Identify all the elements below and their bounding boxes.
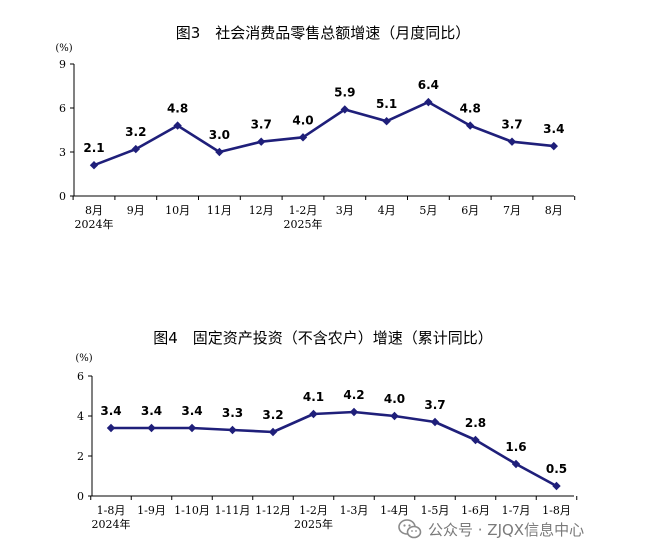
chart3-data-label: 4.8 — [460, 102, 481, 116]
chart3-x-tick-label: 8月 — [545, 204, 563, 217]
chart3-data-label: 4.8 — [167, 102, 188, 116]
chart3-data-point — [466, 121, 475, 130]
chart3-data-label: 3.0 — [209, 128, 230, 142]
chart4-y-tick-label: 6 — [77, 370, 84, 383]
chart3-data-label: 3.4 — [543, 122, 564, 136]
chart3-data-point — [340, 105, 349, 114]
chart4-data-point — [552, 481, 561, 491]
chart4-data-point — [268, 427, 278, 437]
chart4-data-label: 3.3 — [222, 406, 243, 420]
chart3-data-point — [89, 161, 99, 170]
chart3-data-point — [549, 141, 558, 151]
chart4-data-point — [187, 423, 197, 433]
chart3-x-tick-label: 6月 — [461, 204, 479, 217]
chart4-series-line — [111, 410, 558, 488]
chart4-data-point — [390, 411, 399, 421]
chart4-y-tick-label: 0 — [77, 490, 84, 503]
chart4-x-tick-label: 1-2月 — [299, 504, 328, 517]
chart4-data-label: 4.1 — [303, 390, 324, 404]
chart3-data-label: 5.9 — [334, 85, 355, 99]
chart4-title: 图4 固定资产投资（不含农户）增速（累计同比） — [153, 329, 493, 347]
chart3-x-tick-label: 8月 — [85, 204, 103, 217]
chart3-data-point — [507, 137, 517, 146]
chart4-data-point — [349, 407, 359, 417]
chart3-data-label: 4.0 — [292, 113, 313, 127]
chart3-y-tick-label: 9 — [59, 58, 66, 71]
chart3-y-unit-label: (%) — [55, 43, 72, 54]
chart4-x-tick-label: 1-9月 — [137, 504, 166, 517]
chart4-data-point — [228, 425, 237, 435]
chart3-x-tick-label: 9月 — [127, 204, 145, 217]
chart3-data-label: 3.7 — [251, 118, 272, 132]
chart3-data-label: 2.1 — [83, 141, 104, 155]
chart3-year-label: 2025年 — [284, 217, 323, 231]
chart3-x-tick-label: 4月 — [378, 204, 396, 217]
chart4-data-point — [511, 459, 521, 469]
chart4-data-label: 3.4 — [141, 404, 162, 418]
chart3-y-tick-label: 3 — [59, 146, 66, 159]
chart3-x-tick-label: 3月 — [336, 204, 354, 217]
chart4-y-tick-label: 2 — [77, 450, 84, 463]
chart3-y-tick-label: 0 — [59, 190, 66, 203]
chart4-x-tick-label: 1-3月 — [340, 504, 369, 517]
chart4-data-label: 3.2 — [262, 408, 283, 422]
chart3-data-label: 3.7 — [501, 118, 522, 132]
chart4-x-tick-label: 1-12月 — [255, 504, 291, 517]
chart3-data-label: 3.2 — [125, 125, 146, 139]
chart4-x-tick-label: 1-11月 — [215, 504, 251, 517]
chart4-data-point — [430, 417, 440, 427]
chart4-x-tick-label: 1-6月 — [461, 504, 490, 517]
chart3-x-tick-label: 1-2月 — [289, 204, 318, 217]
chart4-x-tick-label: 1-8月 — [97, 504, 126, 517]
chart3-x-tick-label: 12月 — [249, 204, 274, 217]
wechat-icon — [398, 519, 422, 539]
chart4-data-point — [147, 423, 156, 433]
chart3-data-point — [424, 97, 433, 107]
chart3-series-line — [93, 100, 554, 167]
chart3-data-label: 5.1 — [376, 97, 397, 111]
chart4-data-label: 1.6 — [505, 440, 526, 454]
chart4-x-tick-label: 1-4月 — [380, 504, 409, 517]
chart3-data-label: 6.4 — [418, 78, 439, 92]
chart3-data-point — [131, 144, 140, 154]
chart4-data-label: 4.0 — [384, 392, 405, 406]
chart4-data-point — [106, 423, 116, 433]
chart4-data-label: 4.2 — [343, 388, 364, 402]
chart3-data-point — [257, 137, 266, 146]
chart4-data-point — [471, 435, 480, 445]
watermark: 公众号 · ZJQX信息中心 — [398, 516, 584, 542]
chart3-x-tick-label: 5月 — [419, 204, 437, 217]
chart4-year-label: 2025年 — [294, 517, 333, 531]
chart3-data-point — [382, 117, 391, 126]
chart4-data-point — [309, 409, 318, 419]
chart4-data-label: 3.7 — [424, 398, 445, 412]
chart4-x-tick-label: 1-7月 — [502, 504, 531, 517]
chart3-x-tick-label: 10月 — [165, 204, 190, 217]
chart4-y-unit-label: (%) — [75, 353, 92, 364]
chart4-y-tick-label: 4 — [77, 410, 84, 423]
chart3-x-tick-label: 11月 — [207, 204, 232, 217]
chart3-data-point — [173, 121, 182, 130]
chart4-x-tick-label: 1-5月 — [421, 504, 450, 517]
chart3-title: 图3 社会消费品零售总额增速（月度同比） — [176, 24, 471, 42]
chart4-data-label: 2.8 — [465, 416, 486, 430]
chart4-data-label: 3.4 — [100, 404, 121, 418]
chart3-data-point — [298, 133, 308, 142]
watermark-text: 公众号 · ZJQX信息中心 — [428, 520, 585, 539]
chart3-x-tick-label: 7月 — [503, 204, 521, 217]
chart4-x-tick-label: 1-10月 — [174, 504, 210, 517]
chart4-data-label: 0.5 — [546, 462, 567, 476]
chart4-x-tick-label: 1-8月 — [542, 504, 571, 517]
chart3-y-tick-label: 6 — [59, 102, 66, 115]
chart4-year-label: 2024年 — [92, 517, 131, 531]
chart3-year-label: 2024年 — [75, 217, 114, 231]
chart3-data-point — [215, 147, 224, 157]
chart4-data-label: 3.4 — [181, 404, 202, 418]
